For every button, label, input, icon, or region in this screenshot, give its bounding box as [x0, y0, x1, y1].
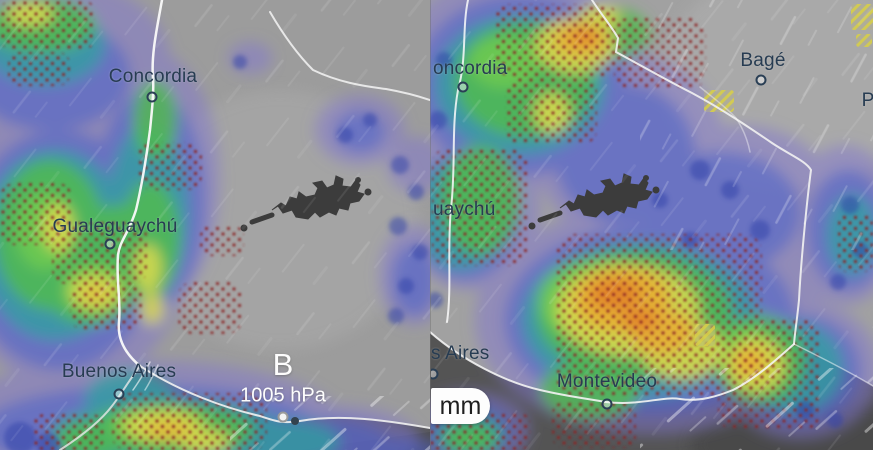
city-marker-gualeguaychu: [104, 238, 116, 250]
city-label-concordia-partial: oncordia: [433, 58, 508, 79]
right-map-graphics: [430, 0, 873, 450]
left-map-graphics: [0, 0, 430, 450]
city-label-buenos-aires: Buenos Aires: [61, 361, 177, 382]
city-marker-concordia: [146, 91, 158, 103]
low-pressure-value: 1005 hPa: [240, 384, 326, 407]
pressure-center-dot: [291, 417, 299, 425]
city-marker-buenos-aires: [113, 388, 125, 400]
city-label-montevideo: Montevideo: [556, 371, 658, 392]
city-marker-buenos-aires-partial: [431, 368, 439, 380]
city-marker-concordia: [457, 81, 469, 93]
left-map-panel[interactable]: Concordia Gualeguaychú Buenos Aires B 10…: [0, 0, 430, 450]
city-label-buenos-aires-partial: s Aires: [431, 343, 490, 364]
city-label-concordia: Concordia: [108, 66, 198, 87]
city-label-gualeguaychu: Gualeguaychú: [52, 216, 178, 237]
city-label-gualeguaychu-partial: uaychú: [433, 199, 496, 220]
low-pressure-symbol: B: [272, 347, 294, 382]
right-map-panel[interactable]: oncordia Bagé uaychú s Aires Montevideo …: [430, 0, 873, 450]
city-label-p-partial: P: [862, 90, 873, 112]
low-pressure-marker: [277, 411, 289, 423]
unit-badge-mm[interactable]: mm: [431, 388, 490, 424]
city-marker-bage: [755, 74, 767, 86]
city-marker-montevideo: [601, 398, 613, 410]
city-label-bage: Bagé: [740, 50, 786, 71]
